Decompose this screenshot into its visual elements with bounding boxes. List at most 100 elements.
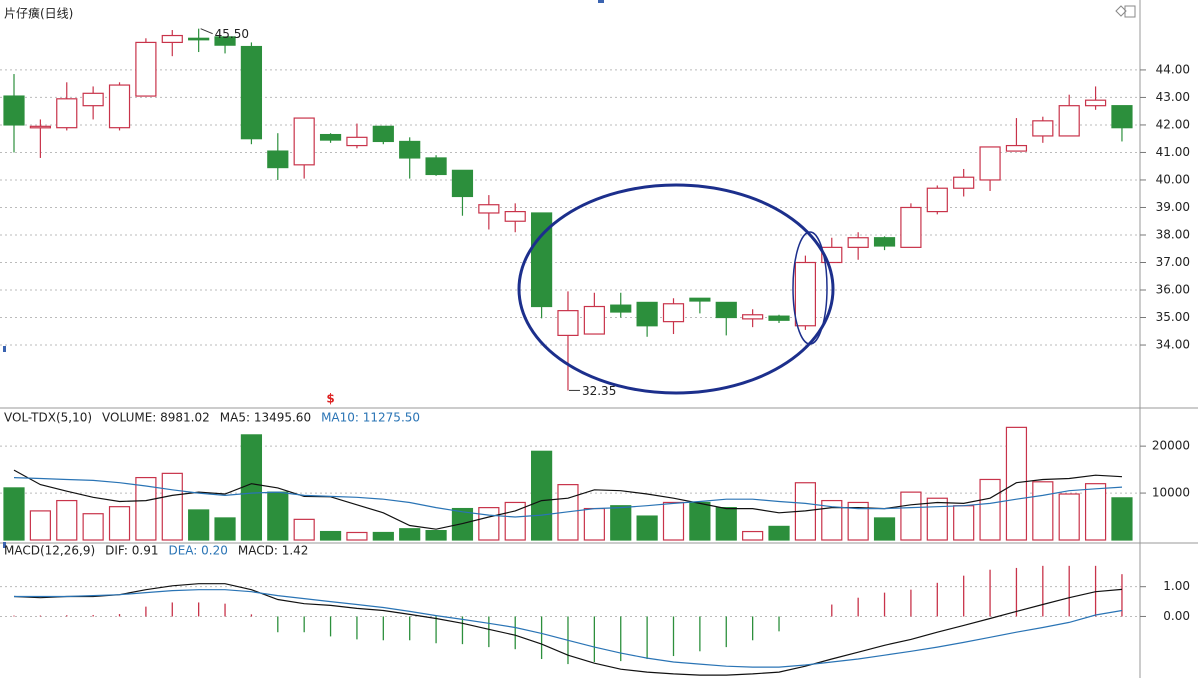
- marks: 34.00 35.00 36.00 37.00 38.00 39.00 40.00 41.00…: [0, 27, 1190, 676]
- volume-bar: [372, 531, 394, 541]
- volume-bar: [636, 515, 658, 541]
- candle-body: [267, 150, 289, 169]
- volume-bar: [240, 434, 263, 541]
- volume-bar: [399, 528, 421, 541]
- candle-body: [953, 176, 975, 189]
- volume-bar: [1058, 493, 1080, 541]
- volume-bar: [1111, 497, 1133, 541]
- candle-body: [1005, 144, 1028, 152]
- candle-body: [240, 45, 263, 140]
- volume-bar: [768, 525, 790, 541]
- volume-bar: [293, 518, 315, 541]
- candle-body: [530, 212, 553, 308]
- volume-bar: [108, 506, 131, 541]
- indicator-line: [13, 583, 1123, 676]
- volume-bar: [926, 497, 948, 541]
- edge-marker: [3, 542, 6, 548]
- volume-bar: [267, 491, 289, 541]
- candle-body: [926, 187, 948, 213]
- y-tick-label: 0.00: [1163, 609, 1190, 623]
- highlight-ellipse: [792, 231, 828, 345]
- candle-body: [715, 301, 737, 319]
- volume-bar: [847, 501, 869, 541]
- indicator-line: [13, 469, 1123, 530]
- min-label: 32.35: [582, 384, 616, 398]
- y-tick-label: 37.00: [1156, 255, 1190, 269]
- candle-body: [847, 237, 869, 248]
- chart-title: 片仔癀(日线): [4, 7, 73, 21]
- candle-body: [399, 140, 421, 159]
- volume-bar: [425, 530, 447, 541]
- y-tick-label: 10000: [1152, 486, 1190, 500]
- volume-bar: [979, 478, 1001, 541]
- candle-body: [451, 169, 474, 198]
- volume-bar: [689, 501, 711, 541]
- volume-bar: [161, 472, 183, 541]
- legend-entry: MACD: 1.42: [238, 544, 309, 558]
- y-tick-label: 38.00: [1156, 227, 1190, 241]
- candle-body: [504, 211, 526, 222]
- candle-body: [636, 301, 658, 327]
- candle-body: [794, 261, 817, 327]
- volume-bar: [451, 507, 474, 541]
- volume-bar: [715, 507, 737, 541]
- indicator-line: [13, 477, 1123, 518]
- candle-body: [478, 204, 500, 214]
- volume-bar: [742, 530, 764, 541]
- candle-body: [557, 310, 579, 336]
- y-tick-label: 41.00: [1156, 145, 1190, 159]
- edge-marker: [3, 346, 6, 352]
- candle-body: [188, 37, 210, 41]
- y-tick-label: 1.00: [1163, 579, 1190, 593]
- candle-body: [135, 41, 157, 97]
- candle-body: [56, 98, 78, 129]
- indicator-line: [14, 589, 1123, 668]
- candle-body: [214, 36, 236, 46]
- volume-bar: [82, 513, 104, 541]
- candle-body: [873, 237, 896, 247]
- volume-bar: [821, 499, 843, 541]
- candle-body: [29, 125, 51, 129]
- y-tick-label: 44.00: [1156, 62, 1190, 76]
- y-tick-label: 43.00: [1156, 90, 1190, 104]
- volume-bar: [900, 491, 922, 541]
- y-tick-label: 20000: [1152, 439, 1190, 453]
- icon[interactable]: [1115, 5, 1127, 17]
- candle-body: [1084, 99, 1107, 107]
- volume-bar: [1005, 426, 1028, 541]
- volume-bar: [478, 507, 500, 541]
- candle-body: [161, 34, 183, 44]
- candle-body: [768, 315, 790, 321]
- y-tick-label: 40.00: [1156, 172, 1190, 186]
- candle-body: [689, 297, 711, 302]
- icon[interactable]: [1124, 5, 1136, 18]
- candle-body: [293, 117, 315, 166]
- legend-entry: DIF: 0.91: [105, 544, 158, 558]
- annotation-arrow: [200, 28, 213, 35]
- volume-bar: [319, 530, 342, 541]
- legend-entry: MA5: 13495.60: [220, 411, 311, 425]
- volume-bar: [662, 501, 685, 541]
- event-marker: $: [326, 392, 334, 406]
- volume-bar: [214, 517, 236, 541]
- candle-body: [610, 304, 632, 313]
- volume-bar: [1084, 483, 1107, 541]
- top-marker: [598, 0, 604, 3]
- candle-body: [900, 206, 922, 248]
- highlight-ellipse: [517, 183, 835, 395]
- candle-body: [742, 314, 764, 320]
- volume-bar: [29, 510, 51, 541]
- y-tick-label: 35.00: [1156, 310, 1190, 324]
- volume-bar: [188, 509, 210, 541]
- legend-entry: DEA: 0.20: [168, 544, 227, 558]
- volume-bar: [3, 487, 25, 541]
- candle-body: [372, 125, 394, 143]
- y-tick-label: 42.00: [1156, 117, 1190, 131]
- candle-body: [82, 92, 104, 107]
- volume-bar: [346, 531, 368, 541]
- legend-entry: VOL-TDX(5,10): [4, 411, 92, 425]
- volume-bar: [583, 507, 605, 541]
